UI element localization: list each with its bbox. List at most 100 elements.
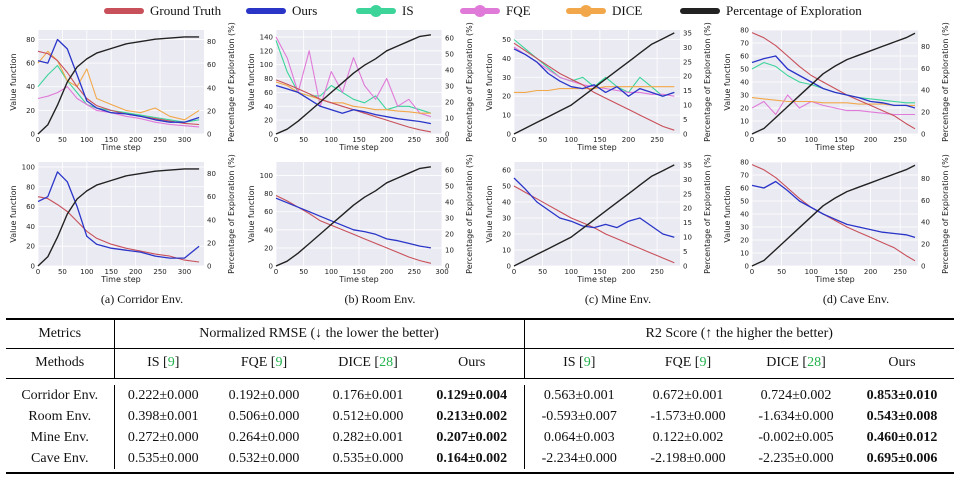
citation-link[interactable]: 9: [583, 355, 591, 371]
series-line-percentage-of-exploration: [751, 164, 916, 267]
x-tick-label: 0: [512, 136, 516, 144]
y2-tick-label: 30: [445, 215, 454, 223]
y2-tick-label: 15: [683, 219, 692, 227]
y-axis-label: Value function: [485, 53, 494, 110]
x-tick-label: 150: [593, 136, 606, 144]
series-line-ours: [513, 177, 675, 238]
table-cell: 0.164±0.002: [420, 448, 525, 469]
y2-tick-label: 35: [683, 29, 692, 37]
legend-item-ours: Ours: [246, 3, 317, 19]
x-tick-label: 200: [380, 268, 393, 276]
y2-axis-label: Percentage of Exploration (%): [703, 154, 712, 274]
x-tick-label: 50: [299, 268, 308, 276]
y2-tick-label: 0: [207, 131, 211, 139]
citation-link[interactable]: 28: [379, 355, 394, 371]
series-line-fqe: [513, 46, 675, 97]
y-tick-label: 0: [269, 263, 273, 271]
caption-corridor: (a) Corridor Env.: [100, 292, 184, 306]
x-tick-label: 50: [538, 136, 547, 144]
y-tick-label: 0: [269, 131, 273, 139]
y2-tick-label: 25: [683, 58, 692, 66]
x-tick-label: 100: [80, 268, 93, 276]
y-axis-label: Value function: [9, 53, 18, 110]
series-line-fqe: [275, 36, 432, 118]
x-tick-label: 100: [325, 136, 338, 144]
y2-tick-label: 60: [921, 197, 930, 205]
x-tick-label: 250: [153, 136, 166, 144]
x-tick-label: 50: [777, 268, 786, 276]
method-header: DICE [28]: [766, 355, 826, 371]
method-name: Ours: [458, 355, 486, 371]
legend-marker: [474, 5, 486, 17]
table-cell: 0.398±0.001: [127, 408, 199, 424]
chart-cave-env-bottom: 0 10 20 30 40 50 60 70 80 0 50 100 150 200 250 0 20 40 60 8…: [723, 154, 950, 284]
y2-axis-label: Percentage of Exploration (%): [941, 154, 950, 274]
y-tick-label: 30: [502, 74, 511, 82]
x-tick-label: 0: [274, 136, 278, 144]
method-name: Ours: [888, 355, 916, 371]
plot-area: [514, 162, 680, 266]
method-name: FQE: [240, 355, 268, 371]
x-tick-label: 250: [153, 268, 166, 276]
chart-corridor-env-bottom: 0 20 40 60 80 100 0 50 100 150 200 250 300 0 20 40 60 80 T…: [9, 154, 236, 284]
r2-group-header: R2 Score (↑ the higher the better): [645, 325, 833, 341]
series-line-dice: [275, 81, 431, 114]
y-tick-label: 60: [502, 167, 511, 175]
y-tick-label: 10: [502, 247, 511, 255]
series-line-percentage-of-exploration: [37, 36, 200, 135]
method-name: IS: [147, 355, 160, 371]
x-tick-label: 0: [750, 136, 754, 144]
y2-tick-label: 60: [207, 193, 216, 201]
y2-tick-label: 20: [207, 107, 216, 115]
x-tick-label: 200: [864, 268, 877, 276]
y-tick-label: 60: [264, 89, 273, 97]
caption-mine: (c) Mine Env.: [584, 292, 652, 306]
table-row: Mine Env. 0.272±0.000 0.264±0.000 0.282±0.0…: [6, 427, 954, 448]
y-tick-label: 10: [740, 250, 749, 258]
y2-tick-label: 25: [683, 190, 692, 198]
y2-tick-label: 0: [207, 263, 211, 271]
x-tick-label: 0: [36, 268, 40, 276]
table-cell: -0.002±0.005: [758, 429, 834, 445]
y-tick-label: 20: [740, 237, 749, 245]
y-tick-label: 100: [260, 61, 273, 69]
method-header: Ours: [850, 349, 954, 379]
y-tick-label: 0: [31, 131, 35, 139]
table-cell: -2.234±0.000: [541, 450, 617, 466]
x-tick-label: 250: [408, 268, 421, 276]
y2-tick-label: 40: [921, 219, 930, 227]
y-tick-label: 120: [260, 47, 273, 55]
y-tick-label: 60: [264, 208, 273, 216]
x-tick-label: 0: [274, 268, 278, 276]
legend-swatch: [566, 5, 606, 17]
y2-tick-label: 0: [921, 131, 925, 139]
y2-axis-label: Percentage of Exploration (%): [227, 154, 236, 274]
x-tick-label: 300: [178, 268, 191, 276]
series-line-ground-truth: [751, 164, 916, 262]
table-cell: -0.593±0.007: [541, 408, 617, 424]
x-tick-label: 200: [622, 268, 635, 276]
methods-header-row: Methods IS [9] FQE [9] DICE [28] Ours IS [9]…: [6, 348, 954, 379]
citation-link[interactable]: 28: [807, 355, 822, 371]
table-cell: 0.543±0.008: [866, 408, 938, 424]
table-cell: -1.634±0.000: [758, 408, 834, 424]
x-tick-label: 50: [538, 268, 547, 276]
table-cell: 0.213±0.002: [420, 406, 525, 427]
y2-tick-label: 40: [207, 216, 216, 224]
y2-tick-label: 50: [445, 51, 454, 59]
legend-marker: [580, 5, 592, 17]
citation-link[interactable]: 9: [167, 355, 175, 371]
x-tick-label: 0: [750, 268, 754, 276]
x-tick-label: 200: [129, 136, 142, 144]
table-cell: 0.129±0.004: [420, 385, 525, 406]
table-cell: -1.573±0.000: [650, 408, 726, 424]
y2-tick-label: 40: [445, 199, 454, 207]
table-cell: 0.512±0.000: [332, 408, 404, 424]
legend-swatch: [104, 8, 144, 14]
series-line-ours: [37, 38, 200, 123]
legend-item-ground-truth: Ground Truth: [104, 3, 221, 19]
citation-link[interactable]: 9: [699, 355, 707, 371]
x-tick-label: 50: [58, 268, 67, 276]
x-tick-label: 100: [565, 136, 578, 144]
citation-link[interactable]: 9: [275, 355, 283, 371]
